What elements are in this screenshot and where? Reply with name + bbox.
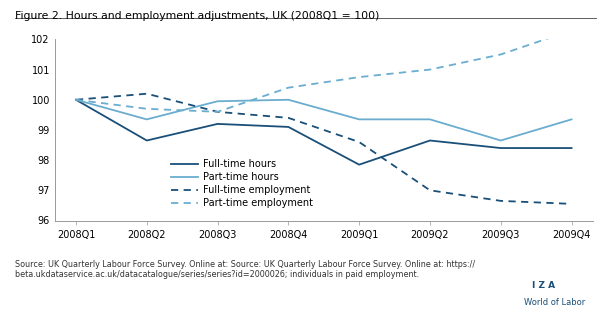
Text: Figure 2. Hours and employment adjustments, UK (2008Q1 = 100): Figure 2. Hours and employment adjustmen… <box>15 11 379 21</box>
Text: I Z A: I Z A <box>532 281 555 290</box>
Text: World of Labor: World of Labor <box>524 298 586 307</box>
Text: Source: UK Quarterly Labour Force Survey. Online at: Source: UK Quarterly Labour: Source: UK Quarterly Labour Force Survey… <box>15 260 475 279</box>
Legend: Full-time hours, Part-time hours, Full-time employment, Part-time employment: Full-time hours, Part-time hours, Full-t… <box>167 156 317 212</box>
